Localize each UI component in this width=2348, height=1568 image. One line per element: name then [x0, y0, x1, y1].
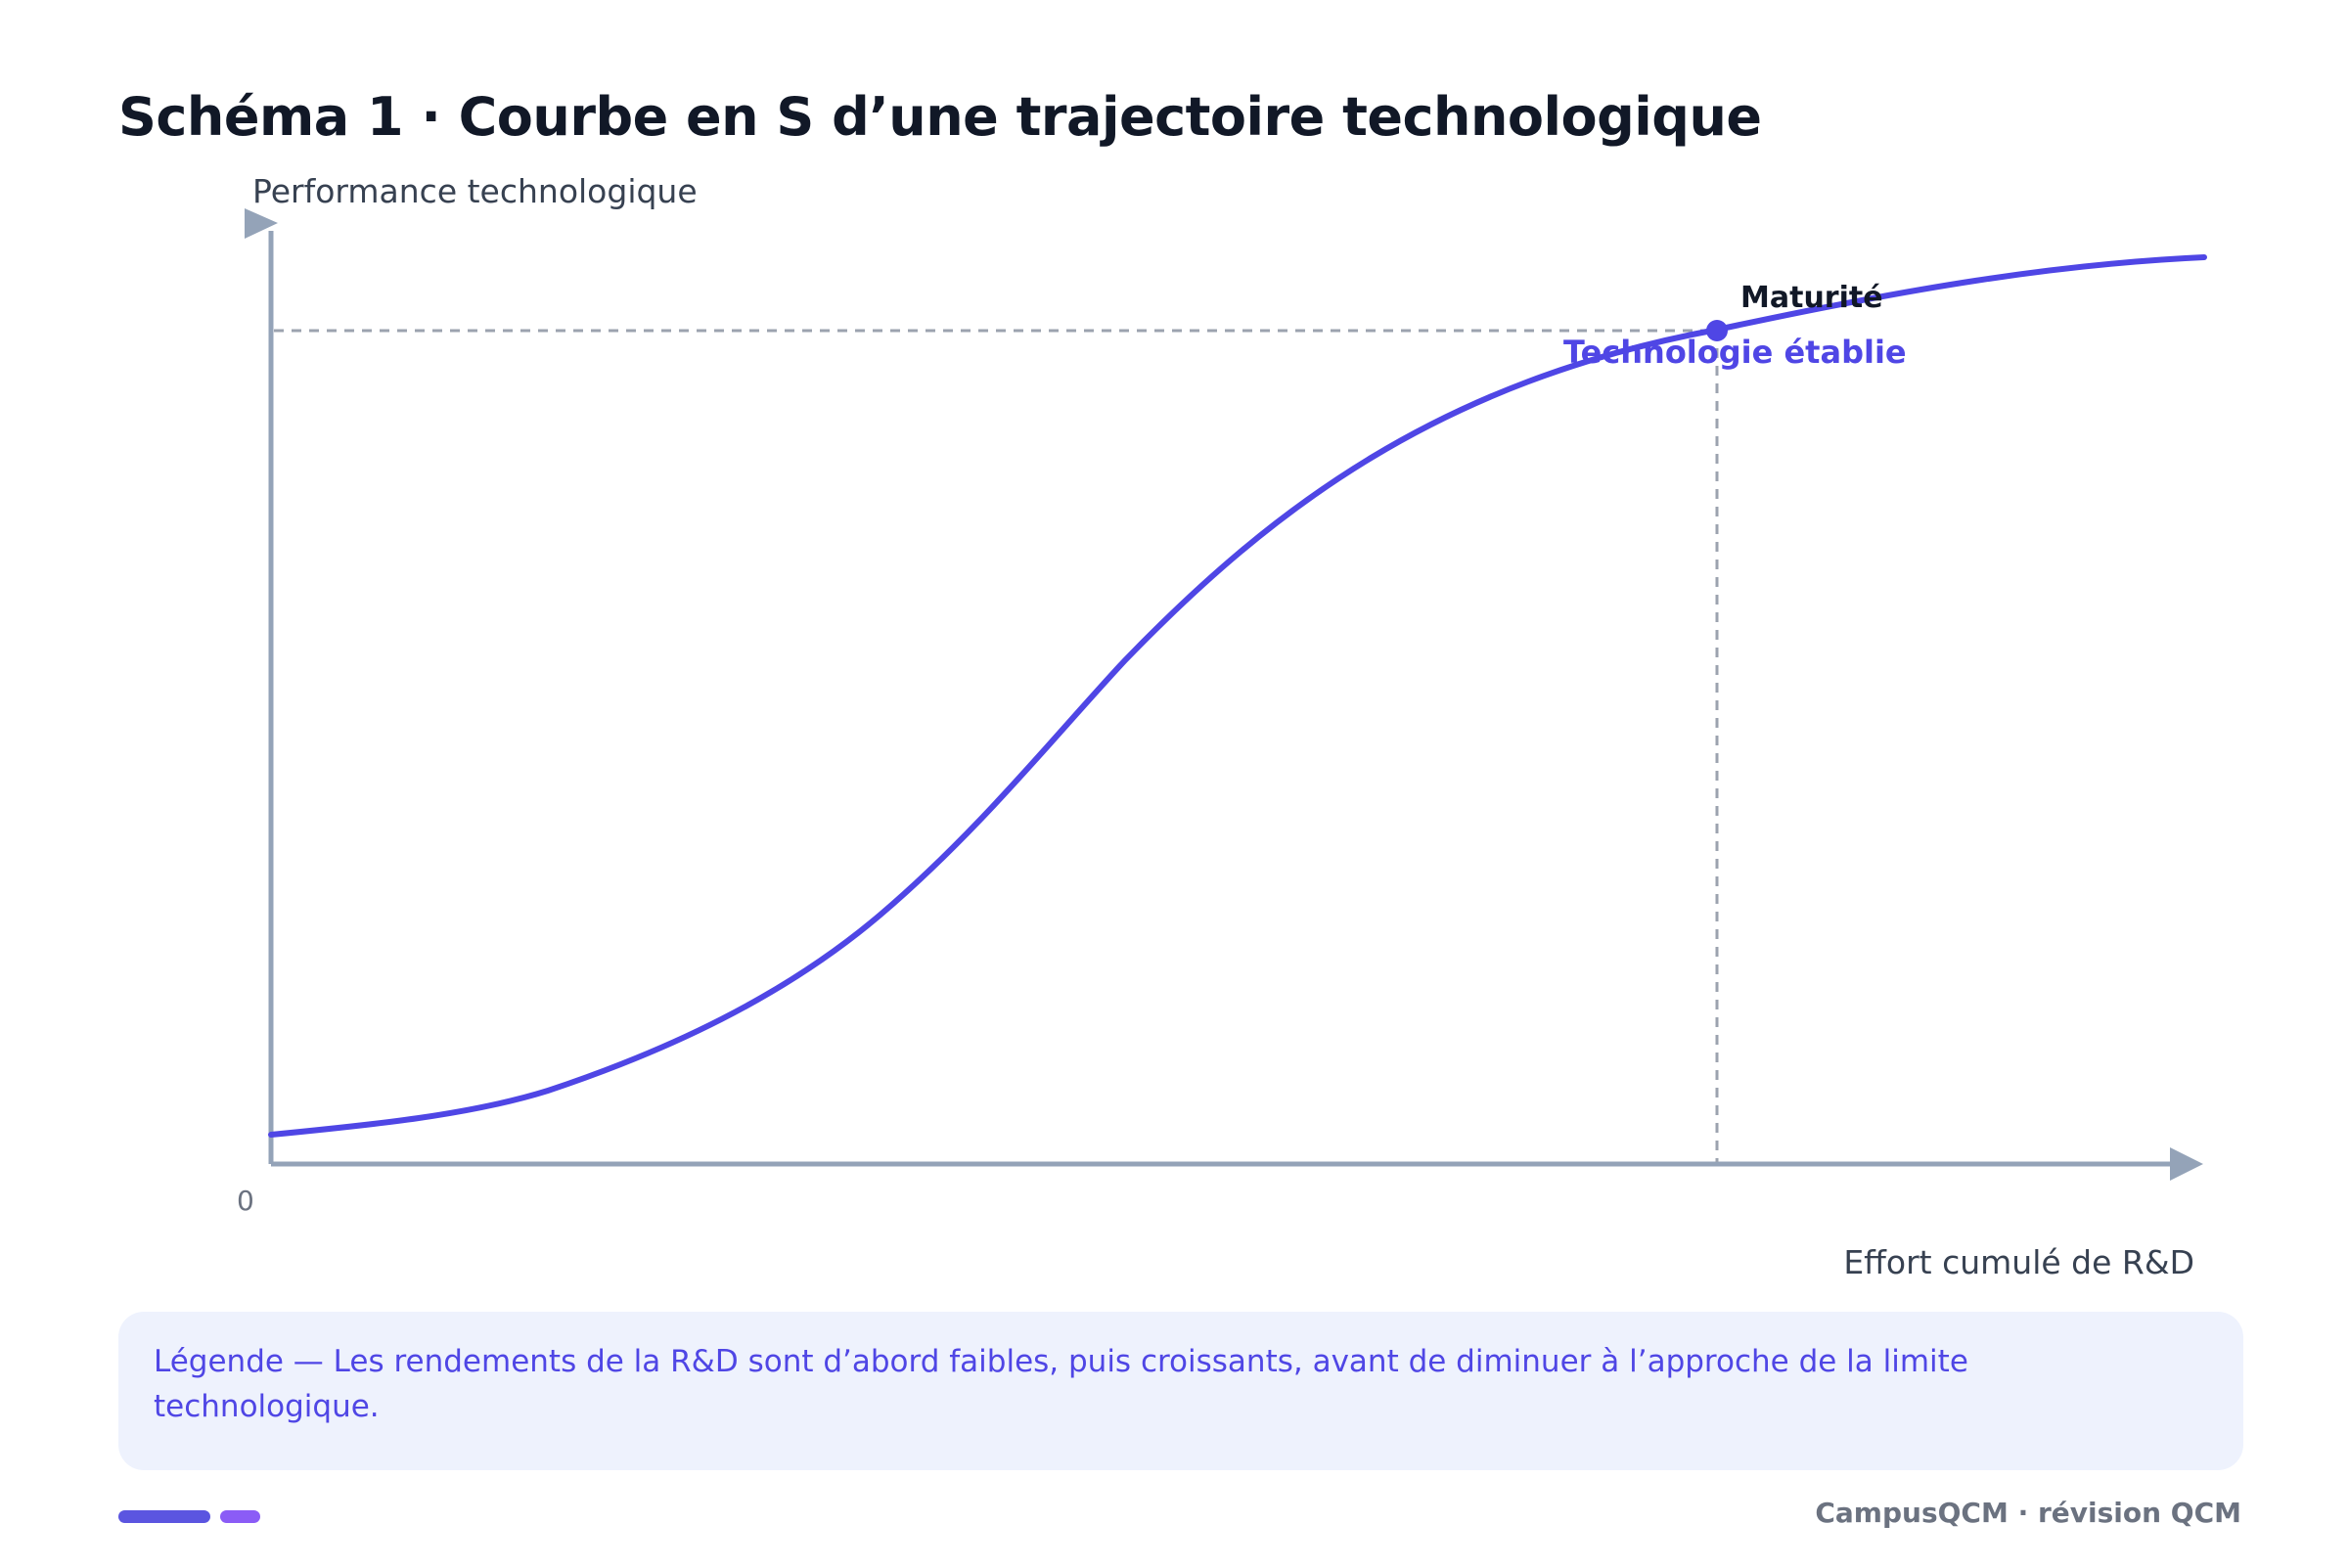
- maturity-sublabel: Technologie établie: [1563, 334, 1907, 371]
- maturity-marker: [1706, 320, 1728, 341]
- decor-bar-primary: [118, 1510, 210, 1523]
- s-curve: [268, 254, 2207, 1138]
- decor-bar-secondary: [220, 1510, 260, 1523]
- origin-label: 0: [237, 1185, 254, 1217]
- legend-text: Légende — Les rendements de la R&D sont …: [154, 1344, 1968, 1424]
- legend-box: Légende — Les rendements de la R&D sont …: [118, 1312, 2243, 1470]
- maturity-label: Maturité: [1740, 281, 1883, 315]
- page-title: Schéma 1 · Courbe en S d’une trajectoire…: [118, 86, 1762, 148]
- y-axis-label: Performance technologique: [252, 172, 698, 210]
- footer-brand: CampusQCM · révision QCM: [1815, 1497, 2241, 1529]
- x-axis-arrow: [2170, 1147, 2203, 1181]
- y-axis-arrow: [245, 208, 278, 239]
- x-axis-label: Effort cumulé de R&D: [1843, 1243, 2194, 1281]
